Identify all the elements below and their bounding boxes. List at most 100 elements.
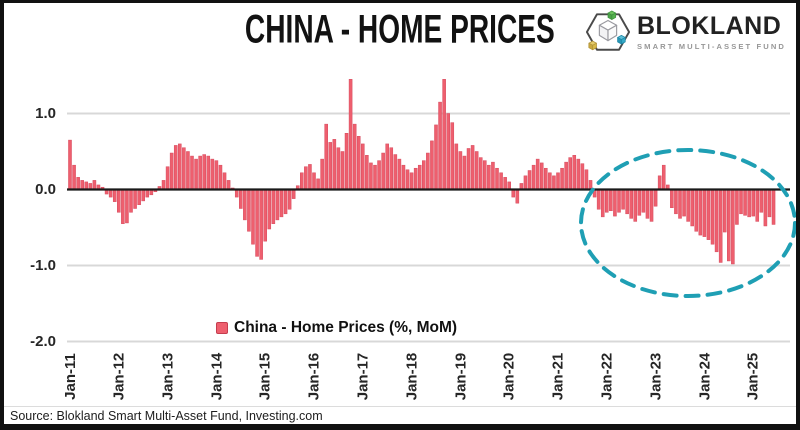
- bar: [503, 177, 507, 190]
- bar: [478, 157, 483, 190]
- logo-subtitle: SMART MULTI-ASSET FUND: [637, 41, 786, 51]
- bar: [68, 139, 72, 190]
- bar: [515, 189, 520, 204]
- bar: [222, 172, 227, 190]
- bar: [243, 189, 247, 221]
- bar: [702, 189, 707, 237]
- bar: [535, 158, 540, 190]
- bar: [316, 178, 320, 190]
- bar: [450, 122, 455, 190]
- bar: [438, 101, 442, 190]
- bar: [731, 189, 735, 265]
- logo-text: BLOKLAND SMART MULTI-ASSET FUND: [637, 13, 786, 51]
- bar: [686, 189, 690, 222]
- bar: [491, 161, 495, 190]
- bar: [356, 136, 361, 190]
- bar: [645, 189, 650, 219]
- bar: [434, 124, 438, 190]
- blokland-logo: BLOKLAND SMART MULTI-ASSET FUND: [585, 9, 786, 55]
- bar: [678, 189, 682, 219]
- bar: [743, 189, 747, 216]
- bar: [446, 113, 450, 190]
- bar: [129, 189, 133, 213]
- bar: [641, 189, 646, 213]
- bar: [739, 189, 743, 215]
- bar: [609, 189, 613, 212]
- bar: [279, 189, 284, 218]
- bar: [121, 189, 125, 224]
- bar: [202, 154, 206, 190]
- bar: [552, 175, 556, 190]
- bar: [259, 189, 263, 260]
- bar: [548, 172, 552, 190]
- bar: [430, 140, 434, 190]
- bar: [165, 166, 170, 190]
- bar: [413, 167, 418, 190]
- bar: [474, 151, 479, 190]
- bar: [72, 164, 76, 190]
- bar: [462, 155, 467, 190]
- bar: [112, 189, 117, 202]
- bar: [483, 160, 487, 190]
- bar: [657, 175, 662, 190]
- bar: [300, 172, 304, 190]
- bar: [149, 189, 154, 196]
- bar: [426, 152, 430, 190]
- bar: [637, 189, 642, 216]
- bar: [190, 155, 194, 190]
- bar: [230, 187, 235, 190]
- bar: [470, 145, 475, 190]
- bar: [727, 189, 731, 262]
- bar: [385, 143, 389, 190]
- bar: [499, 172, 503, 190]
- bar: [340, 151, 345, 190]
- bar: [100, 186, 105, 190]
- bar: [377, 160, 381, 190]
- bar: [239, 189, 243, 209]
- bar: [592, 189, 597, 198]
- bar: [698, 189, 703, 236]
- bar: [291, 189, 296, 199]
- bar: [145, 189, 150, 198]
- bar: [153, 189, 158, 193]
- bar: [718, 189, 723, 263]
- bar: [706, 189, 711, 240]
- bar: [405, 169, 410, 190]
- bar: [682, 189, 686, 217]
- bar: [182, 147, 186, 190]
- x-tick-label: Jan-25: [744, 352, 762, 400]
- bar: [169, 152, 174, 190]
- bar: [389, 147, 394, 190]
- source-text: Source: Blokland Smart Multi-Asset Fund,…: [10, 409, 323, 423]
- bar: [320, 158, 324, 190]
- bar: [531, 164, 536, 190]
- bar: [161, 180, 166, 190]
- bar: [267, 189, 272, 230]
- bar: [251, 189, 255, 245]
- bar: [271, 189, 276, 224]
- bar: [409, 172, 414, 190]
- bar: [710, 189, 715, 245]
- bar: [365, 155, 369, 190]
- bar: [186, 151, 190, 190]
- bar: [771, 189, 776, 225]
- bar: [527, 170, 532, 190]
- bar: [576, 158, 581, 190]
- bar: [328, 142, 333, 190]
- bar: [287, 189, 292, 210]
- bar: [263, 189, 267, 242]
- bar: [694, 189, 699, 232]
- bar: [348, 79, 353, 190]
- bar: [173, 145, 178, 190]
- bar: [544, 167, 548, 190]
- bar: [332, 139, 337, 190]
- bar: [600, 189, 605, 218]
- bar: [218, 164, 223, 190]
- bar: [369, 162, 373, 190]
- bar: [393, 154, 398, 190]
- legend-label: China - Home Prices (%, MoM): [234, 319, 458, 336]
- page-title: CHINA - HOME PRICES: [245, 7, 555, 52]
- bar: [613, 189, 617, 217]
- bar: [92, 180, 97, 190]
- bar: [308, 164, 312, 190]
